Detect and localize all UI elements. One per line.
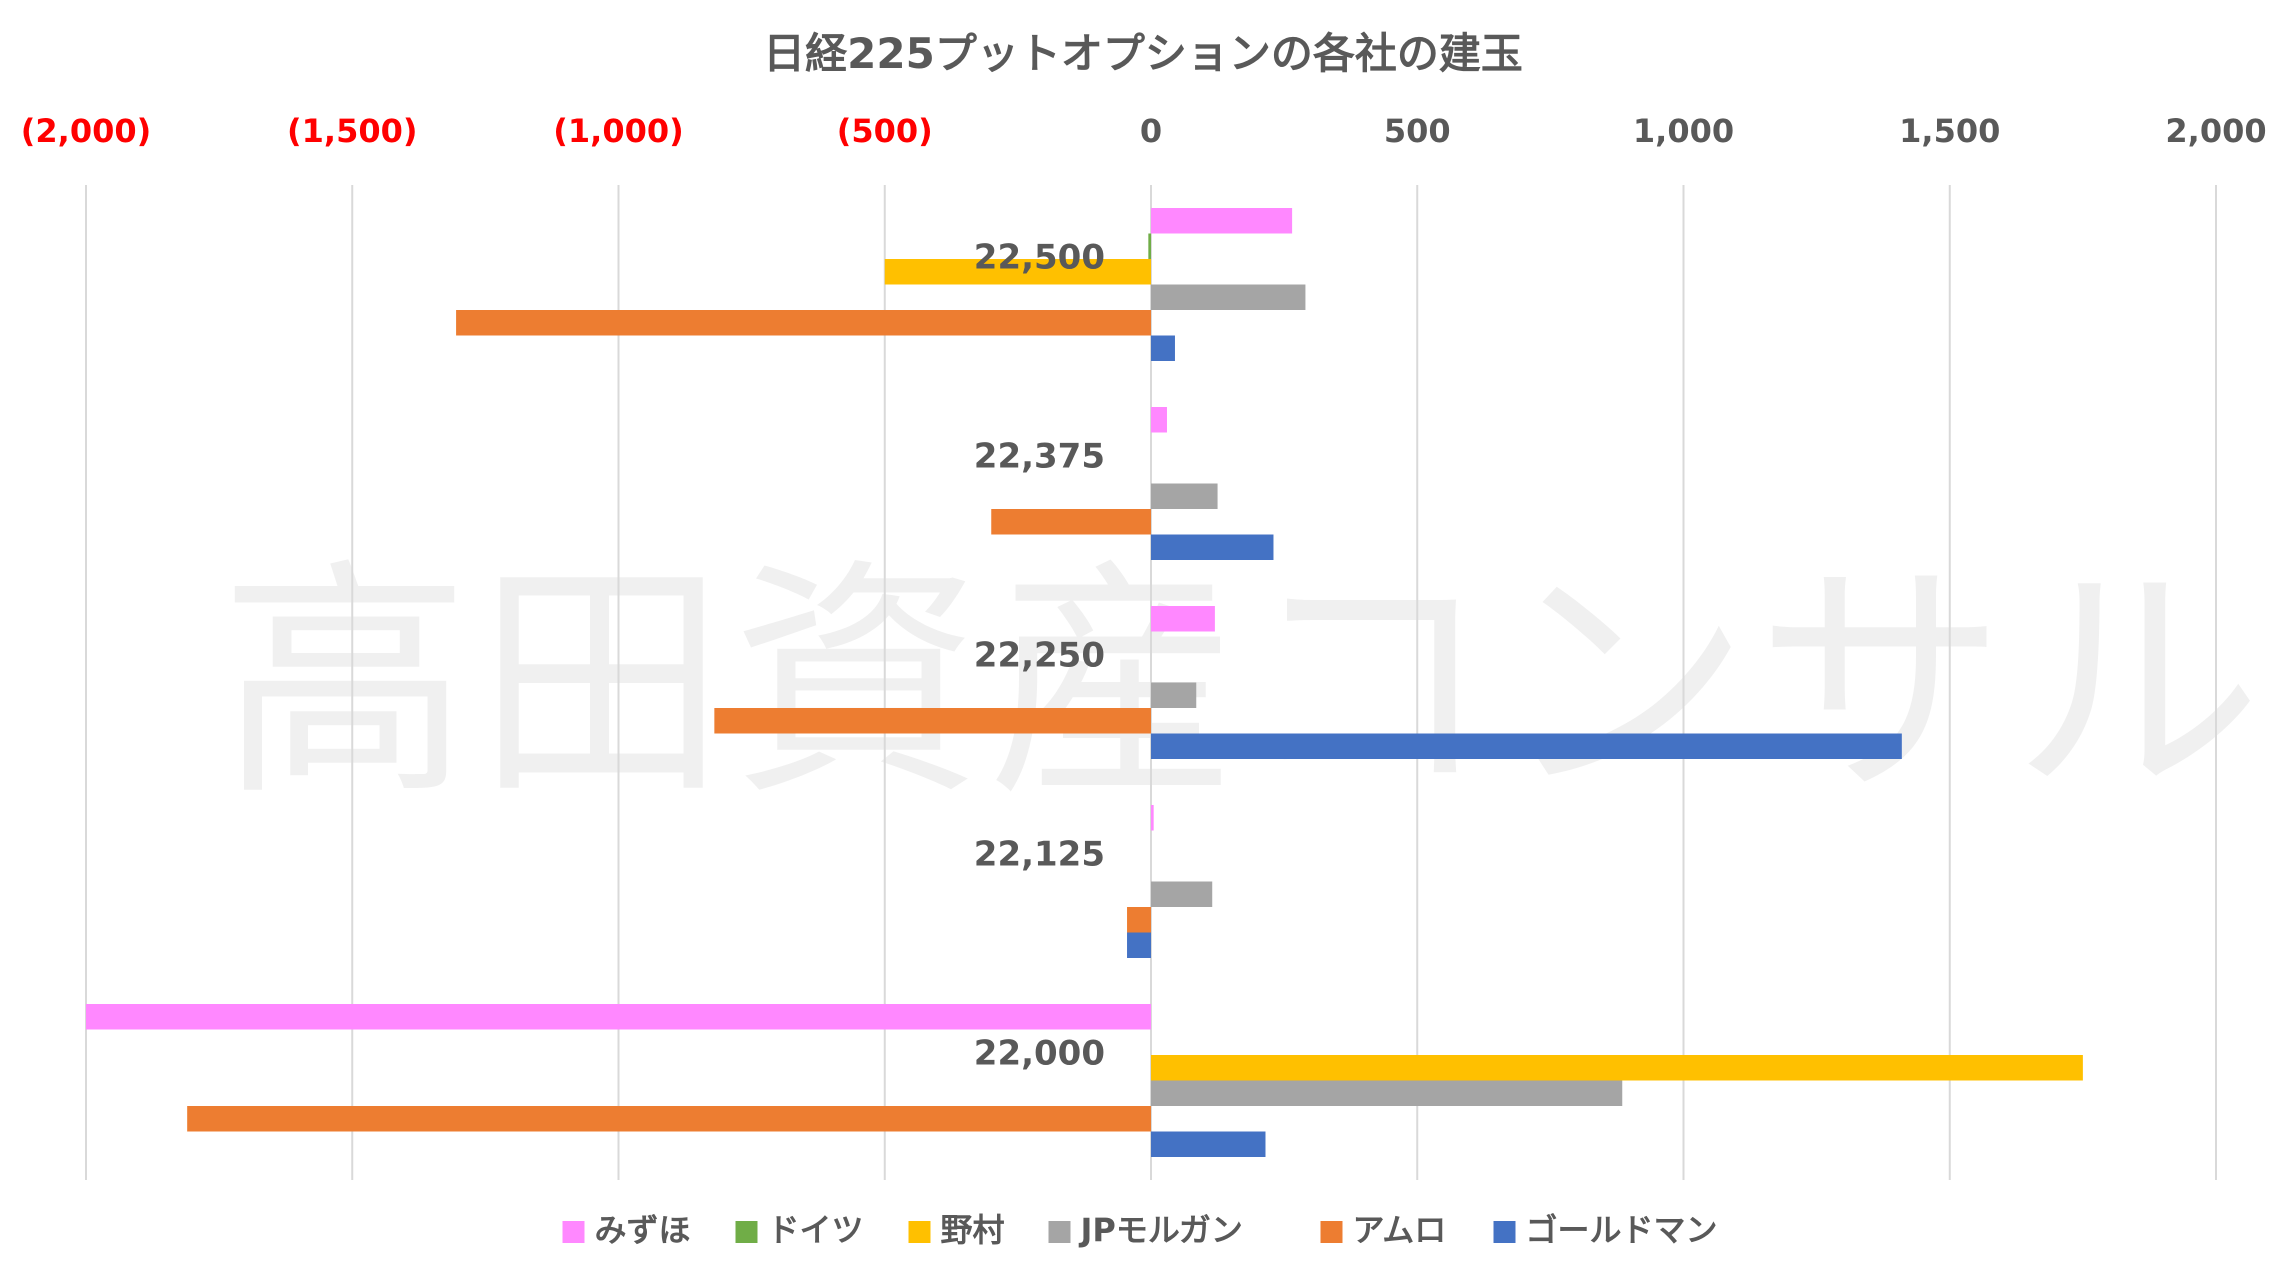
bar bbox=[1151, 483, 1218, 509]
category-label: 22,000 bbox=[974, 1034, 1105, 1074]
bar bbox=[1151, 208, 1293, 234]
bar bbox=[1151, 805, 1154, 831]
category-label: 22,375 bbox=[974, 437, 1105, 477]
legend-label: ドイツ bbox=[768, 1211, 864, 1249]
bar bbox=[991, 509, 1151, 535]
legend: みずほ ドイツ 野村 JPモルガン アムロ ゴールドマン bbox=[562, 1211, 1718, 1249]
x-tick-label: 1,500 bbox=[1899, 112, 2000, 150]
bar bbox=[187, 1106, 1152, 1132]
legend-label: JPモルガン bbox=[1079, 1211, 1243, 1249]
bar bbox=[1151, 1055, 2083, 1081]
bar bbox=[1151, 881, 1213, 907]
category-label: 22,500 bbox=[974, 238, 1105, 278]
bar bbox=[1151, 606, 1215, 632]
bar bbox=[1151, 1080, 1623, 1106]
bar bbox=[1151, 335, 1175, 361]
bar bbox=[1151, 284, 1306, 310]
legend-swatch bbox=[908, 1221, 931, 1243]
category-label: 22,125 bbox=[974, 835, 1105, 875]
bar bbox=[1151, 407, 1167, 433]
x-axis-ticks: (2,000) (1,500) (1,000) (500) 0 500 1,000 1,500… bbox=[21, 112, 2267, 150]
x-tick-label: (1,000) bbox=[553, 112, 683, 150]
category-labels: 22,500 22,375 22,250 22,125 22,000 bbox=[974, 238, 1105, 1074]
bar bbox=[714, 708, 1151, 734]
bar bbox=[1148, 233, 1151, 259]
legend-label: 野村 bbox=[941, 1211, 1005, 1249]
legend-label: アムロ bbox=[1353, 1211, 1447, 1249]
bar bbox=[1127, 907, 1151, 933]
x-tick-label: (500) bbox=[837, 112, 933, 150]
bars bbox=[86, 208, 2083, 1157]
bar bbox=[1151, 534, 1274, 560]
x-tick-label: (2,000) bbox=[21, 112, 151, 150]
bar bbox=[1151, 682, 1197, 708]
legend-swatch bbox=[562, 1221, 585, 1243]
bar bbox=[884, 259, 1151, 285]
x-tick-label: (1,500) bbox=[287, 112, 417, 150]
legend-label: ゴールドマン bbox=[1526, 1211, 1718, 1249]
bar bbox=[86, 1004, 1151, 1030]
x-tick-label: 1,000 bbox=[1633, 112, 1734, 150]
legend-swatch bbox=[1048, 1221, 1071, 1243]
watermark: 高田資産コンサル bbox=[220, 538, 2268, 829]
x-tick-label: 500 bbox=[1384, 112, 1451, 150]
bar bbox=[1127, 932, 1151, 958]
legend-swatch bbox=[735, 1221, 758, 1243]
bar bbox=[1151, 1131, 1266, 1157]
legend-swatch bbox=[1493, 1221, 1516, 1243]
x-tick-label: 0 bbox=[1140, 112, 1162, 150]
bar bbox=[1151, 733, 1902, 759]
category-label: 22,250 bbox=[974, 636, 1105, 676]
bar bbox=[456, 310, 1151, 336]
x-tick-label: 2,000 bbox=[2165, 112, 2266, 150]
legend-swatch bbox=[1320, 1221, 1343, 1243]
legend-label: みずほ bbox=[595, 1211, 691, 1249]
chart-title: 日経225プットオプションの各社の建玉 bbox=[763, 29, 1523, 78]
